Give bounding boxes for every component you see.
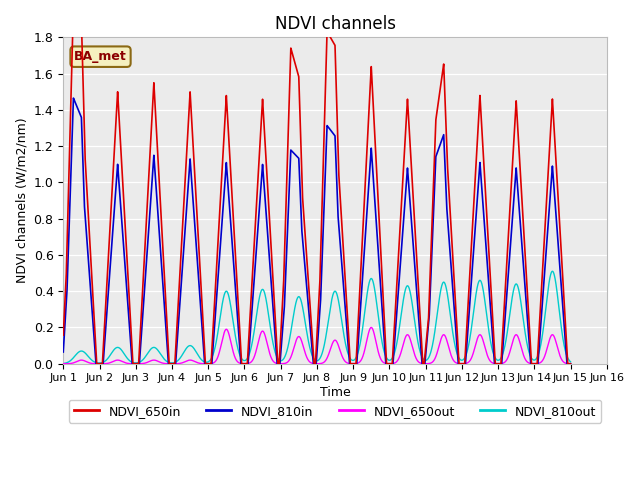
Y-axis label: NDVI channels (W/m2/nm): NDVI channels (W/m2/nm) [15, 118, 28, 283]
Text: BA_met: BA_met [74, 50, 127, 63]
X-axis label: Time: Time [319, 386, 350, 399]
Legend: NDVI_650in, NDVI_810in, NDVI_650out, NDVI_810out: NDVI_650in, NDVI_810in, NDVI_650out, NDV… [68, 400, 601, 423]
Title: NDVI channels: NDVI channels [275, 15, 396, 33]
